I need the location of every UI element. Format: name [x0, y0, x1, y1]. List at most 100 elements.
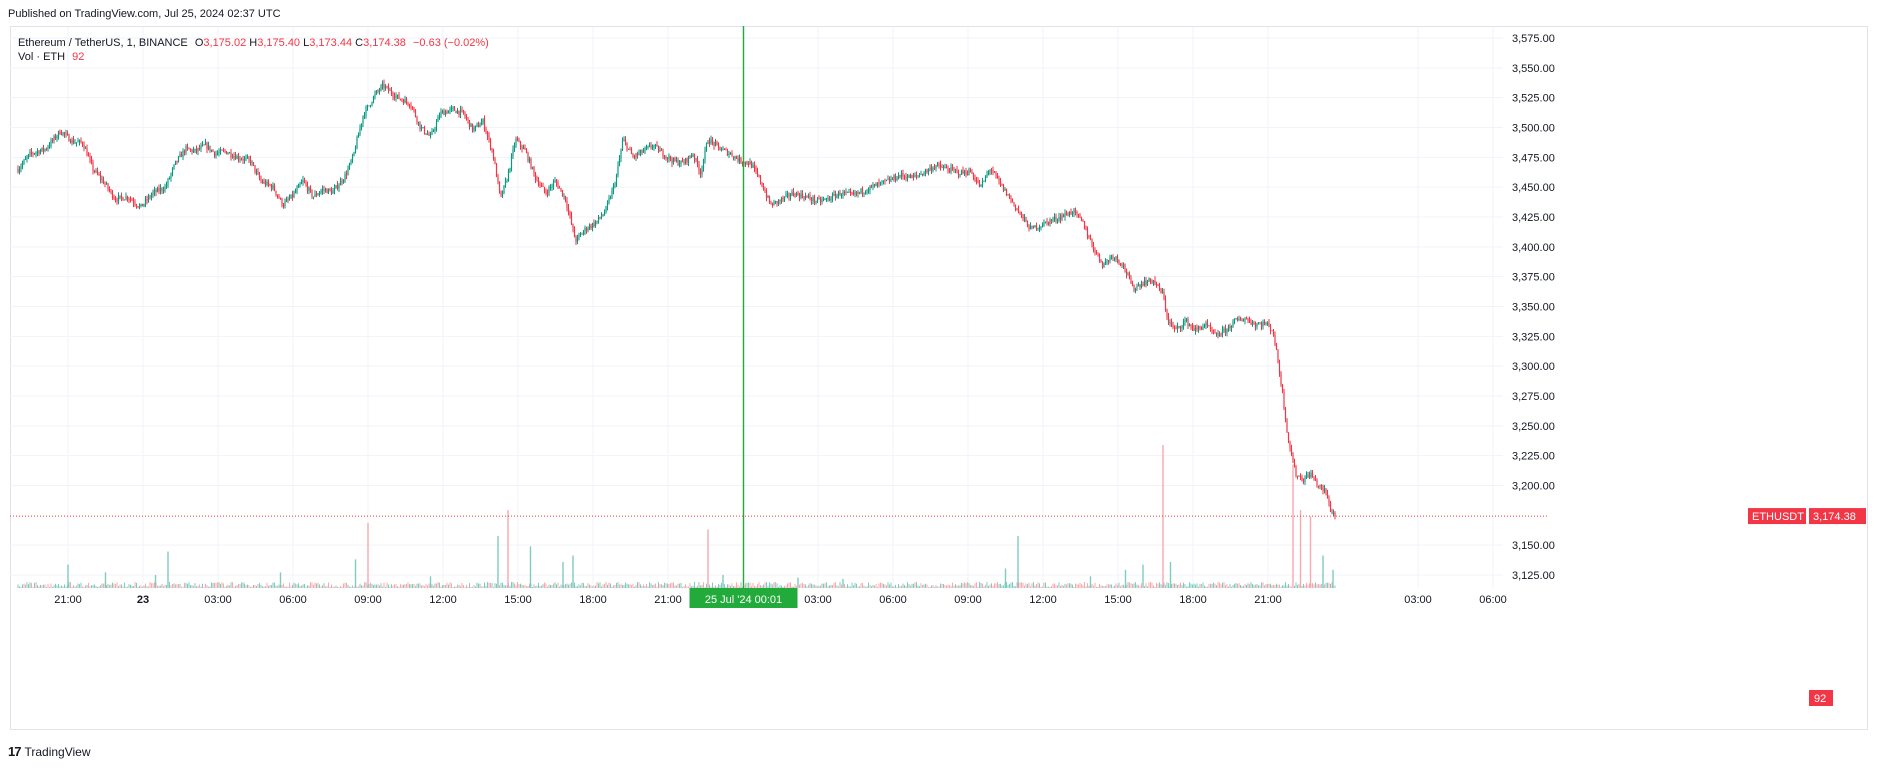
volume-bar	[968, 583, 970, 588]
price-candle	[645, 147, 648, 149]
price-tick-label: 3,350.00	[1512, 302, 1555, 314]
price-candle	[878, 182, 880, 184]
price-candle	[777, 200, 780, 204]
price-candle	[414, 110, 417, 117]
volume-bar	[356, 586, 358, 588]
volume-bar	[988, 585, 989, 588]
price-candle	[795, 192, 798, 197]
price-candle	[798, 194, 801, 198]
price-candle	[242, 159, 244, 161]
price-candle	[762, 186, 765, 191]
price-candle	[1079, 215, 1081, 218]
price-candle	[828, 198, 831, 201]
volume-spike	[572, 555, 574, 588]
footer-brand: 17 TradingView	[8, 744, 91, 759]
volume-bar	[112, 582, 113, 588]
price-candle	[1155, 284, 1158, 286]
volume-bar	[131, 585, 133, 588]
volume-bar	[412, 584, 413, 588]
volume-bar	[889, 584, 890, 588]
volume-bar	[956, 585, 958, 588]
volume-bar	[1279, 584, 1280, 588]
price-candle	[203, 144, 205, 146]
price-candle	[843, 191, 846, 193]
price-candle	[822, 199, 825, 201]
price-candle	[707, 141, 709, 144]
price-candle	[891, 178, 894, 180]
price-candle	[816, 198, 819, 202]
price-candle	[884, 180, 886, 182]
volume-bar	[1288, 584, 1289, 588]
price-candle	[1142, 284, 1144, 286]
price-candle	[1290, 448, 1293, 454]
price-candle	[686, 158, 688, 163]
volume-bar	[257, 584, 259, 588]
price-candle	[1122, 264, 1125, 266]
price-candle	[720, 150, 723, 151]
price-candle	[18, 169, 21, 173]
price-candle	[1235, 318, 1237, 320]
price-candle	[270, 185, 273, 189]
volume-bar	[299, 585, 301, 588]
volume-bar	[833, 582, 835, 588]
price-candle	[1085, 228, 1087, 230]
volume-label[interactable]: Vol · ETH	[18, 51, 66, 63]
volume-bar	[841, 584, 842, 588]
price-candle	[906, 177, 909, 179]
price-candle	[27, 154, 30, 157]
price-candle	[627, 148, 630, 150]
volume-bar	[319, 584, 320, 588]
price-candle	[48, 145, 51, 147]
price-candle	[420, 127, 423, 129]
volume-bar	[79, 584, 80, 588]
volume-bar	[506, 585, 508, 588]
volume-bar	[1070, 583, 1072, 588]
volume-bar	[433, 585, 434, 588]
price-candle	[425, 133, 427, 135]
volume-bar	[1147, 586, 1148, 588]
volume-bar	[569, 583, 571, 588]
volume-bar	[382, 586, 383, 588]
volume-bar	[55, 583, 56, 588]
price-candle	[1169, 322, 1171, 324]
volume-bar	[772, 584, 773, 588]
price-tick-label: 3,475.00	[1512, 152, 1555, 164]
price-candle	[281, 198, 283, 206]
price-candle	[177, 156, 180, 162]
price-candle	[680, 160, 682, 164]
volume-bar	[1319, 584, 1321, 588]
price-candle	[543, 186, 546, 192]
volume-bar	[1192, 584, 1193, 588]
volume-bar	[175, 584, 176, 588]
volume-bar	[74, 586, 76, 588]
price-candle	[1250, 322, 1252, 325]
volume-bar	[1175, 583, 1177, 588]
price-candle	[947, 168, 949, 171]
volume-bar	[415, 585, 416, 588]
price-candle	[731, 153, 733, 157]
price-candle	[102, 179, 105, 184]
volume-bar	[713, 586, 715, 588]
volume-bar	[964, 582, 965, 588]
volume-bar	[1276, 583, 1277, 588]
price-candle	[176, 160, 178, 162]
symbol-label[interactable]: Ethereum / TetherUS, 1, BINANCE	[18, 37, 188, 49]
price-candle	[1125, 270, 1128, 275]
price-candle	[1245, 318, 1248, 320]
price-candle	[755, 168, 757, 172]
volume-bar	[179, 583, 181, 588]
price-candle	[57, 131, 60, 137]
volume-bar	[277, 585, 278, 588]
tradingview-logo-icon: 17	[8, 744, 22, 759]
price-candle	[1241, 320, 1243, 322]
volume-bar	[1202, 582, 1204, 588]
volume-bar	[1027, 584, 1028, 588]
price-candle	[656, 144, 658, 147]
price-candle	[1032, 225, 1035, 228]
volume-bar	[656, 586, 658, 588]
price-candle	[950, 167, 952, 173]
volume-bar	[1294, 585, 1295, 588]
price-candle	[1298, 475, 1300, 477]
volume-bar	[1129, 582, 1130, 588]
